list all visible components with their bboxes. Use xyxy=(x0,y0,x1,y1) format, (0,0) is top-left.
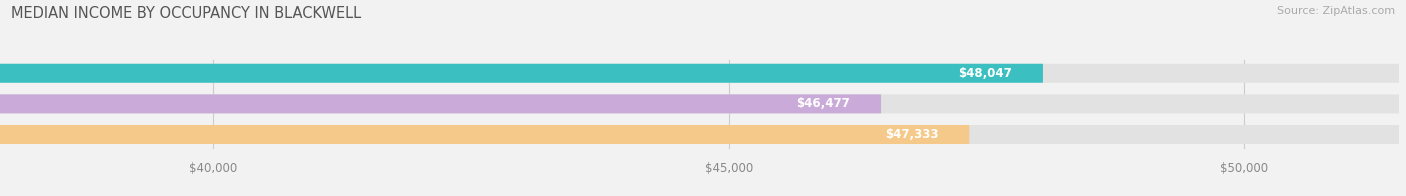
Text: $46,477: $46,477 xyxy=(796,97,851,110)
FancyBboxPatch shape xyxy=(0,94,1399,113)
Text: $48,047: $48,047 xyxy=(959,67,1012,80)
Text: MEDIAN INCOME BY OCCUPANCY IN BLACKWELL: MEDIAN INCOME BY OCCUPANCY IN BLACKWELL xyxy=(11,6,361,21)
FancyBboxPatch shape xyxy=(0,94,882,113)
FancyBboxPatch shape xyxy=(0,64,1043,83)
Text: Source: ZipAtlas.com: Source: ZipAtlas.com xyxy=(1277,6,1395,16)
Text: $47,333: $47,333 xyxy=(884,128,938,141)
FancyBboxPatch shape xyxy=(0,125,969,144)
FancyBboxPatch shape xyxy=(0,125,1399,144)
FancyBboxPatch shape xyxy=(0,64,1399,83)
